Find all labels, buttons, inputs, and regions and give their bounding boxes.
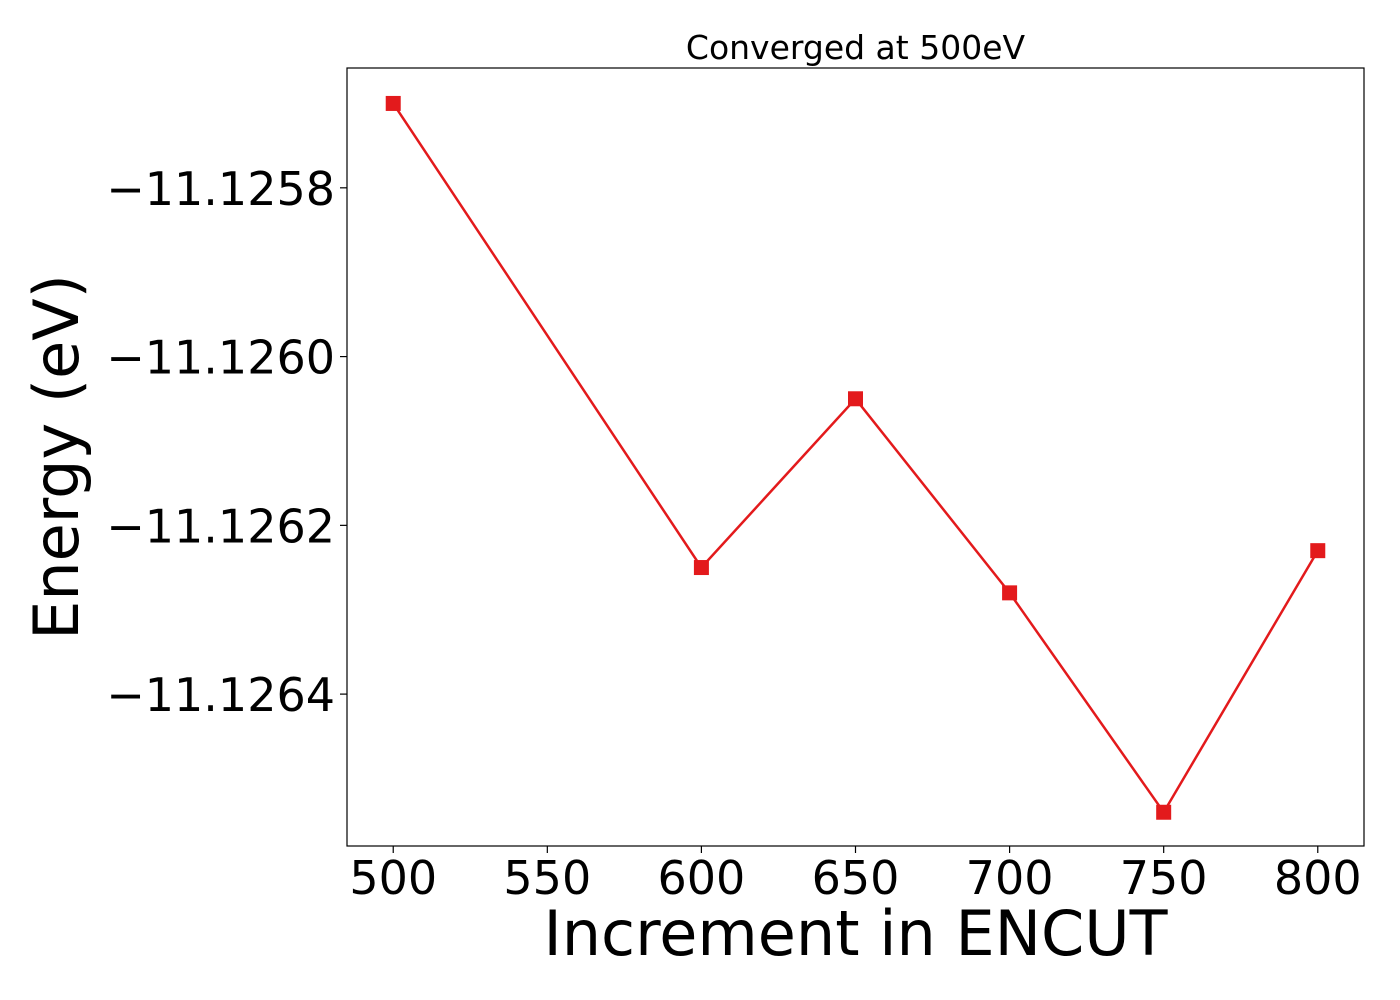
x-tick-label: 600 [658, 851, 746, 905]
x-tick-label: 700 [966, 851, 1054, 905]
x-tick-label: 800 [1274, 851, 1362, 905]
y-axis-label: Energy (eV) [20, 274, 93, 640]
y-tick-label: −11.1260 [106, 331, 335, 385]
data-point-marker [848, 391, 863, 407]
data-point-marker [693, 560, 709, 576]
y-axis-ticks: −11.1258 −11.1260 −11.1262 −11.1264 [106, 162, 347, 722]
data-point-marker [385, 95, 401, 111]
y-tick-label: −11.1258 [106, 162, 335, 216]
x-tick-label: 500 [349, 851, 437, 905]
series-line [392, 102, 1319, 815]
x-tick-label: 750 [1120, 851, 1208, 905]
data-point-marker [1002, 585, 1018, 601]
series-layer [385, 95, 1326, 820]
x-axis-ticks: 500 550 600 650 700 750 800 [349, 846, 1362, 905]
data-point-marker [1310, 543, 1326, 559]
y-tick-label: −11.1262 [106, 499, 335, 553]
x-tick-label: 650 [812, 851, 900, 905]
chart-title: Converged at 500eV [686, 28, 1026, 67]
x-tick-label: 550 [503, 851, 591, 905]
data-point-marker [1156, 804, 1172, 820]
x-axis-label: Increment in ENCUT [543, 897, 1168, 970]
y-tick-label: −11.1264 [106, 668, 335, 722]
